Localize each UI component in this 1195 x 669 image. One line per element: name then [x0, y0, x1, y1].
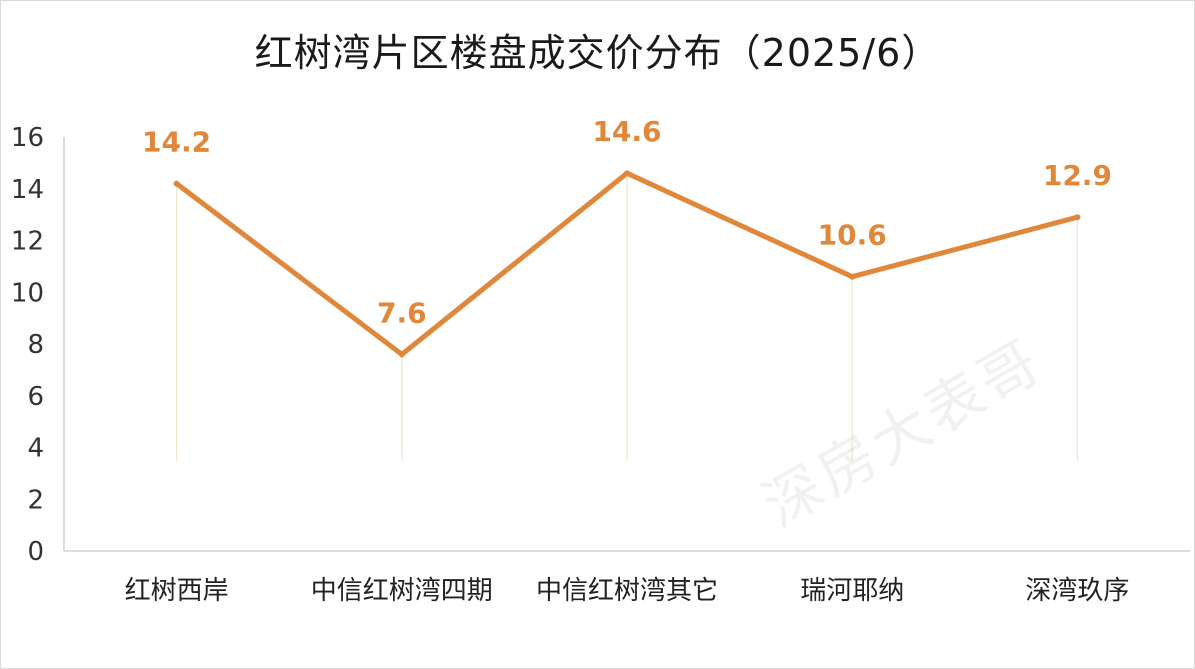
data-label: 14.2: [142, 126, 211, 159]
data-point: [173, 180, 180, 187]
y-tick-label: 12: [11, 227, 44, 257]
x-tick-label: 瑞河耶纳: [800, 576, 904, 606]
x-tick-label: 红树西岸: [125, 576, 229, 606]
y-axis-ticks: 0 2 4 6 8 10 12 14 16: [11, 123, 44, 567]
data-labels: 14.2 7.6 14.6 10.6 12.9: [142, 115, 1112, 329]
y-tick-label: 6: [27, 382, 44, 412]
chart-title: 红树湾片区楼盘成交价分布（2025/6）: [254, 31, 941, 75]
data-point: [1074, 214, 1081, 221]
x-tick-label: 深湾玖序: [1025, 576, 1129, 606]
series-group: [173, 170, 1081, 358]
data-point: [624, 170, 630, 177]
y-tick-label: 0: [27, 537, 44, 567]
data-label: 7.6: [377, 296, 427, 329]
y-tick-label: 2: [27, 485, 44, 515]
x-tick-label: 中信红树湾四期: [311, 576, 493, 606]
axes: [63, 137, 1190, 552]
data-point: [398, 351, 405, 358]
drop-lines: [176, 173, 1079, 461]
y-tick-label: 4: [27, 434, 44, 464]
x-axis-ticks: 红树西岸 中信红树湾四期 中信红树湾其它 瑞河耶纳 深湾玖序: [125, 576, 1130, 606]
data-label: 14.6: [592, 115, 661, 148]
data-point: [849, 273, 856, 280]
x-tick-label: 中信红树湾其它: [536, 576, 718, 606]
data-label: 10.6: [818, 219, 887, 252]
y-tick-label: 16: [11, 123, 44, 153]
y-tick-label: 10: [11, 278, 44, 308]
y-tick-label: 8: [27, 330, 44, 360]
y-tick-label: 14: [11, 175, 44, 205]
data-label: 12.9: [1043, 159, 1112, 192]
